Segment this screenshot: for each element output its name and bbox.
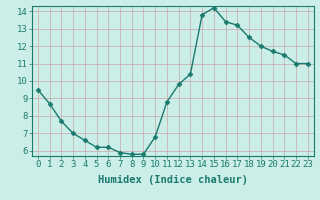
X-axis label: Humidex (Indice chaleur): Humidex (Indice chaleur) [98,175,248,185]
